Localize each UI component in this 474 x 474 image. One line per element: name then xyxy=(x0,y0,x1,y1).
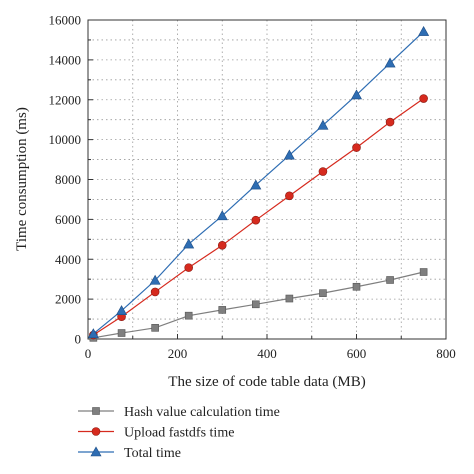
x-tick-label: 600 xyxy=(347,346,367,361)
data-point xyxy=(218,306,227,314)
data-point xyxy=(252,300,260,309)
legend-item: Upload fastdfs time xyxy=(78,426,234,441)
y-tick-labels: 0 2000 4000 6000 8000 10000 12000 14000 16000 xyxy=(49,13,82,347)
data-point xyxy=(150,287,160,297)
y-tick-label: 0 xyxy=(75,332,82,347)
x-tick-label: 800 xyxy=(436,346,456,361)
y-tick-label: 12000 xyxy=(49,92,82,107)
y-tick-label: 6000 xyxy=(55,212,81,227)
y-tick-label: 16000 xyxy=(49,13,82,28)
data-point xyxy=(251,215,261,225)
data-point xyxy=(350,89,363,100)
x-tick-label: 0 xyxy=(85,346,92,361)
data-point xyxy=(352,282,361,291)
data-point xyxy=(285,191,294,201)
series-line xyxy=(93,98,424,336)
data-point xyxy=(183,238,195,249)
y-axis-title: Time consumption (ms) xyxy=(14,107,30,251)
data-point xyxy=(352,143,361,152)
data-point xyxy=(184,311,193,320)
data-point xyxy=(116,305,128,315)
data-point xyxy=(216,210,228,221)
data-point xyxy=(386,276,394,284)
legend-marker xyxy=(92,407,100,415)
data-point xyxy=(418,25,430,36)
x-tick-label: 400 xyxy=(257,346,277,361)
series-triangle xyxy=(87,25,430,339)
legend-item: Hash value calculation time xyxy=(78,405,280,420)
data-point xyxy=(149,274,161,285)
y-tick-label: 2000 xyxy=(55,292,81,307)
data-point xyxy=(217,240,227,250)
data-point xyxy=(250,179,262,190)
data-point xyxy=(419,94,428,103)
legend-item: Total time xyxy=(78,446,181,461)
data-point xyxy=(151,324,159,332)
data-point xyxy=(419,268,428,276)
grid xyxy=(88,20,446,339)
axes xyxy=(87,19,447,340)
data-point xyxy=(184,263,193,272)
x-tick-labels: 0 200 400 600 800 xyxy=(85,346,456,361)
series xyxy=(87,25,430,342)
data-point xyxy=(385,117,395,127)
data-point xyxy=(384,57,396,68)
data-point xyxy=(87,328,99,339)
y-tick-label: 14000 xyxy=(49,52,82,67)
legend-marker xyxy=(91,427,101,436)
x-axis-title: The size of code table data (MB) xyxy=(168,374,365,390)
legend: Hash value calculation time Upload fastdf… xyxy=(78,405,280,461)
data-point xyxy=(117,329,126,337)
data-point xyxy=(318,167,328,176)
data-point xyxy=(283,149,295,160)
y-tick-label: 8000 xyxy=(55,172,81,187)
legend-label: Upload fastdfs time xyxy=(124,426,234,441)
series-line xyxy=(92,31,425,335)
legend-marker xyxy=(90,446,102,457)
legend-label: Hash value calculation time xyxy=(124,405,280,420)
data-point xyxy=(319,289,327,297)
data-point xyxy=(317,119,329,130)
y-tick-label: 4000 xyxy=(55,252,81,267)
data-point xyxy=(285,294,294,303)
y-tick-label: 10000 xyxy=(49,132,82,147)
legend-label: Total time xyxy=(124,446,181,461)
x-tick-label: 200 xyxy=(168,346,188,361)
